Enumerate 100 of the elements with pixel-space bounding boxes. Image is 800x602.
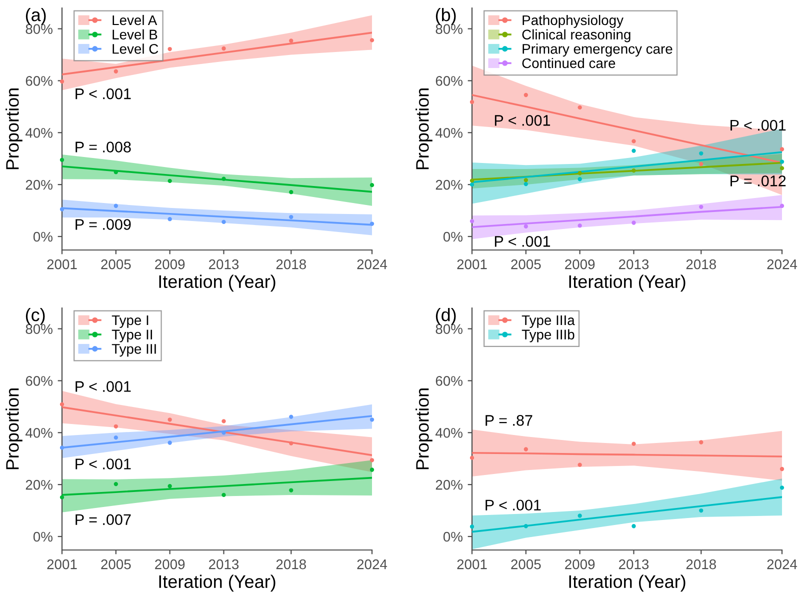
x-tick-label: 2018	[276, 559, 306, 570]
y-axis-title: Proportion	[6, 388, 22, 470]
x-tick-label: 2009	[155, 259, 185, 270]
y-tick-label: 60%	[26, 376, 52, 386]
point	[289, 190, 294, 194]
point	[578, 105, 582, 110]
annotation: P < .001	[76, 381, 131, 392]
x-tick-label: 2013	[208, 259, 239, 270]
point	[114, 69, 118, 74]
point	[699, 151, 704, 156]
legend-label: Type III	[112, 344, 156, 357]
legend-label: Primary emergency care	[522, 44, 672, 57]
point	[289, 414, 294, 419]
x-tick-label: 2024	[357, 259, 388, 270]
x-tick-label: 2005	[101, 259, 131, 270]
x-tick-label: 2013	[208, 559, 239, 570]
y-tick-label: 60%	[436, 76, 462, 86]
legend-label: Type II	[112, 330, 152, 342]
point	[578, 462, 582, 467]
annotation: P = .87	[486, 415, 532, 426]
point	[578, 171, 582, 176]
y-tick-label: 20%	[26, 480, 52, 490]
point	[578, 224, 582, 228]
point	[168, 418, 172, 422]
x-tick-label: 2005	[511, 559, 541, 570]
point	[222, 176, 226, 181]
x-tick-label: 2001	[47, 559, 77, 570]
point	[632, 442, 636, 446]
annotation: P < .001	[494, 115, 550, 126]
y-tick-label: 40%	[25, 428, 52, 438]
point	[632, 524, 636, 528]
point	[632, 139, 636, 144]
point	[632, 148, 636, 153]
x-tick-label: 2018	[276, 259, 306, 270]
y-tick-label: 0%	[443, 232, 462, 242]
x-tick-label: 2018	[686, 559, 716, 570]
x-tick-label: 2024	[357, 559, 388, 570]
point	[60, 402, 64, 406]
annotation: P < .001	[730, 120, 786, 131]
annotation: P < .001	[486, 500, 541, 511]
x-tick-label: 2024	[767, 259, 798, 270]
point	[524, 524, 528, 528]
point	[470, 182, 474, 187]
y-tick-label: 0%	[33, 232, 52, 242]
x-tick-label: 2018	[686, 259, 716, 270]
point	[632, 220, 636, 225]
y-tick-label: 80%	[436, 324, 462, 334]
x-axis-title: Iteration (Year)	[159, 574, 276, 592]
x-tick-label: 2001	[457, 259, 487, 270]
legend-label: Type IIIa	[522, 315, 575, 328]
point	[114, 435, 118, 440]
chart-title: (d)	[436, 308, 456, 325]
y-axis-title: Proportion	[6, 88, 22, 170]
point	[470, 219, 474, 224]
point	[222, 46, 226, 51]
point	[780, 160, 784, 164]
point	[60, 158, 64, 162]
point	[60, 207, 64, 212]
point	[370, 468, 374, 472]
point	[780, 486, 784, 490]
point	[699, 204, 704, 209]
point	[289, 441, 294, 446]
annotation: P = .009	[76, 219, 131, 230]
point	[632, 168, 636, 173]
legend-label: Pathophysiology	[522, 14, 624, 28]
y-tick-label: 80%	[436, 24, 462, 34]
x-tick-label: 2024	[767, 559, 798, 570]
point	[370, 458, 374, 462]
point	[222, 430, 226, 435]
point	[370, 38, 374, 42]
point	[370, 418, 374, 422]
point	[289, 214, 294, 220]
annotation: P < .001	[76, 88, 131, 100]
point	[470, 524, 474, 529]
x-tick-label: 2013	[618, 259, 649, 270]
x-axis-title: Iteration (Year)	[159, 274, 276, 292]
chart-title: (a)	[26, 8, 46, 25]
x-tick-label: 2001	[47, 259, 77, 270]
point	[524, 178, 528, 182]
x-tick-label: 2005	[101, 559, 131, 570]
y-tick-label: 60%	[26, 76, 52, 86]
x-axis-title: Iteration (Year)	[569, 574, 686, 592]
point	[289, 38, 294, 43]
legend-label: Level A	[112, 14, 158, 26]
point	[60, 495, 64, 500]
y-tick-label: 20%	[26, 180, 52, 190]
x-tick-label: 2001	[457, 559, 487, 570]
point	[222, 419, 226, 424]
legend-label: Type IIIb	[522, 329, 574, 342]
chart-title: (c)	[26, 308, 45, 325]
point	[168, 217, 172, 222]
legend-label: Level C	[112, 44, 158, 54]
point	[60, 79, 64, 84]
x-tick-label: 2009	[565, 559, 595, 570]
annotation: P < .001	[76, 458, 131, 470]
x-tick-label: 2013	[618, 559, 649, 570]
x-axis-title: Iteration (Year)	[569, 274, 686, 292]
point	[114, 482, 118, 486]
point	[780, 466, 784, 472]
y-tick-label: 20%	[436, 480, 462, 490]
